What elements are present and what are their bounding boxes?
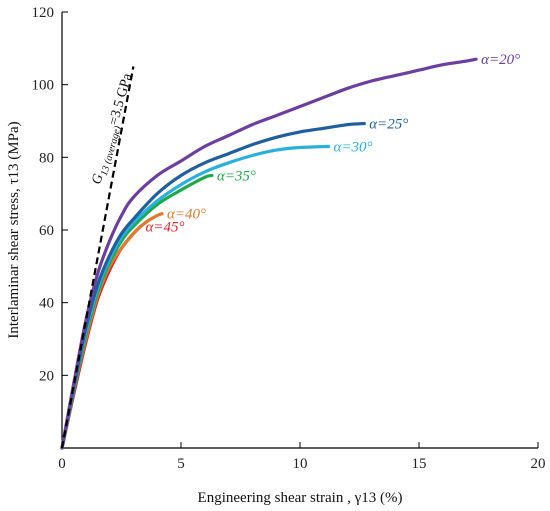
modulus-label-rest: =3.5 GPa	[106, 71, 135, 127]
curves	[60, 57, 478, 450]
series-label: α=35°	[217, 169, 256, 185]
series-label: α=45°	[146, 219, 185, 235]
y-tick-label: 20	[39, 368, 54, 384]
series-line	[60, 144, 331, 450]
series-label: α=25°	[369, 117, 408, 133]
modulus-annotation: G13 (average)=3.5 GPa	[89, 71, 138, 187]
x-tick-label: 15	[412, 456, 427, 472]
ticks: 0 5 10 15 20 20 40 60 80 100 120	[32, 5, 546, 472]
y-tick-label: 100	[32, 78, 55, 94]
x-axis-title: Engineering shear strain , γ13 (%)	[198, 490, 403, 506]
series-label: α=30°	[334, 139, 373, 155]
y-axis-title: Interlaminar shear stress, τ13 (MPa)	[6, 121, 22, 338]
modulus-reference-line	[60, 66, 135, 449]
y-tick-label: 120	[32, 5, 55, 21]
curve-labels: α=20° α=25° α=30° α=35° α=40°α=45°	[146, 52, 521, 235]
x-tick-label: 20	[531, 456, 546, 472]
svg-text:G13 (average)=3.5 GPa: G13 (average)=3.5 GPa	[89, 71, 138, 187]
y-tick-label: 80	[39, 150, 54, 166]
modulus-label-sub: 13 (average)	[99, 124, 124, 177]
modulus-label-main: G	[89, 172, 106, 186]
x-tick-label: 5	[177, 456, 185, 472]
x-tick-label: 10	[293, 456, 308, 472]
series-label: α=40°	[167, 207, 206, 223]
y-tick-label: 60	[39, 223, 54, 239]
y-tick-label: 40	[39, 296, 54, 312]
series-line	[60, 57, 478, 450]
x-tick-label: 0	[58, 456, 66, 472]
series-label: α=20°	[481, 52, 520, 68]
series-line	[60, 121, 366, 450]
